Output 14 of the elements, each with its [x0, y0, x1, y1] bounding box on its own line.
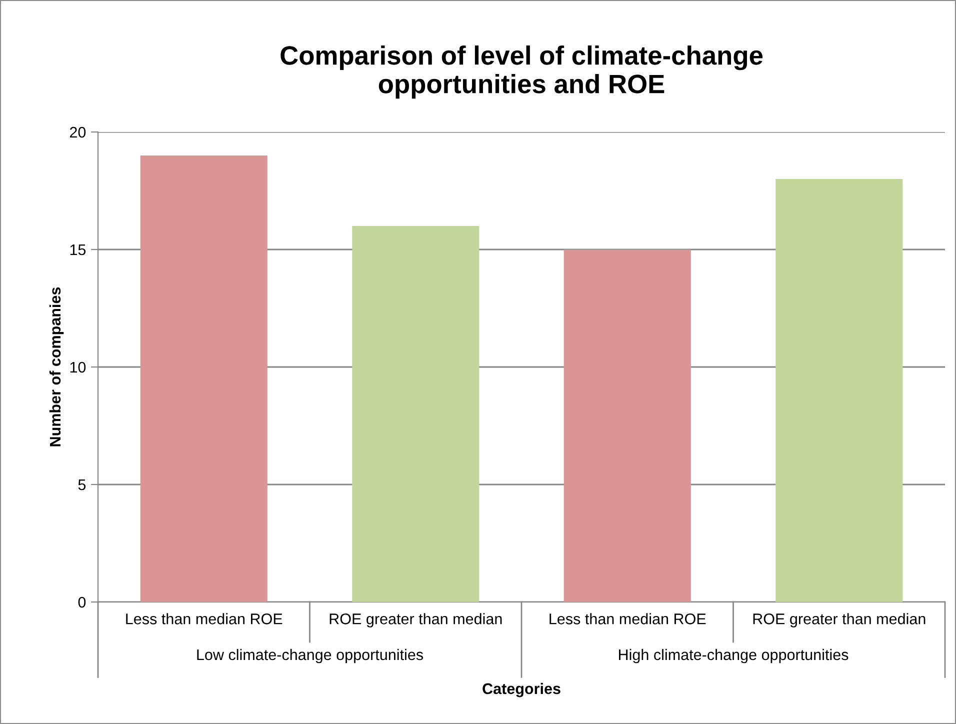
y-tick-label: 0	[78, 596, 86, 608]
x-tick-label: ROE greater than median	[330, 613, 502, 628]
y-axis-title: Number of companies	[49, 287, 64, 446]
x-axis-title: Categories	[482, 682, 560, 698]
chart-title: Comparison of level of climate-change opportunities and ROE	[280, 45, 763, 99]
y-tick-label: 10	[70, 362, 86, 373]
x-tick-label: Less than median ROE	[126, 613, 282, 624]
y-tick-label: 15	[70, 244, 86, 256]
text: Low climate-change opportunities	[197, 648, 424, 664]
y-tick-label: 5	[78, 480, 86, 490]
x-tick-label: ROE greater than median	[753, 613, 926, 628]
x-tick-label: Less than median ROE	[550, 613, 706, 624]
text: High climate-change opportunities	[619, 648, 848, 664]
y-tick-label: 20	[70, 126, 86, 138]
